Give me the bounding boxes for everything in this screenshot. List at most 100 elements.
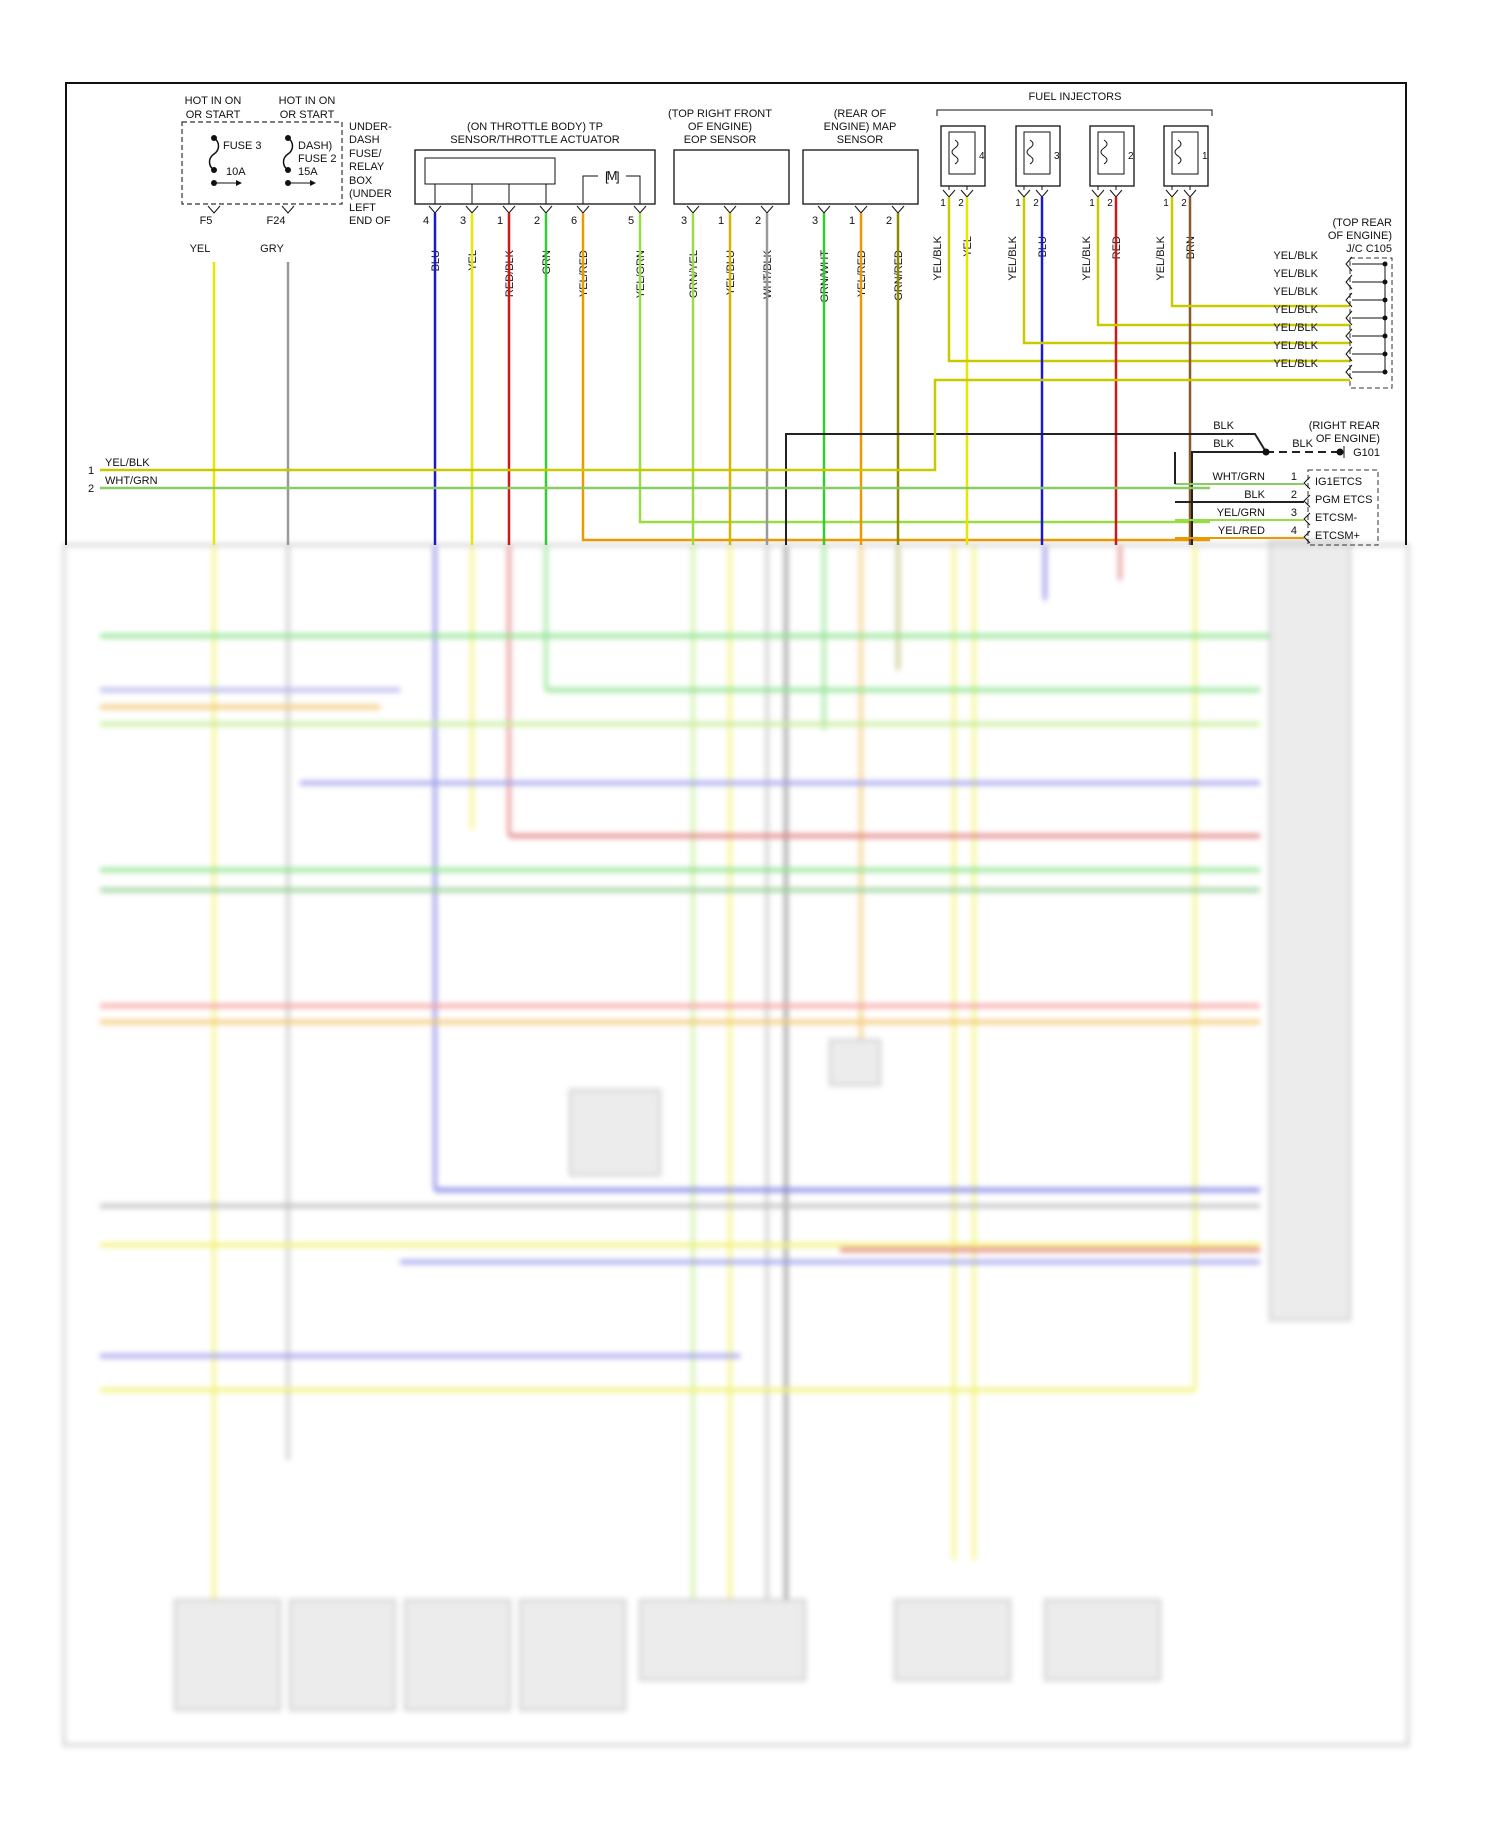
map-pin-0: 3	[812, 215, 818, 227]
etcs-label-0: IG1ETCS	[1315, 476, 1362, 488]
etcs-pin-3: 4	[1291, 525, 1297, 537]
map-title-2: ENGINE) MAP	[824, 121, 897, 133]
fuse-box-desc-7: END OF	[349, 215, 391, 227]
injector-1-pin-2: 2	[1033, 198, 1039, 209]
map-title-1: (REAR OF	[834, 108, 887, 120]
eop-title-1: (TOP RIGHT FRONT	[668, 108, 772, 120]
tp-pin-1: 3	[460, 215, 466, 227]
injector-coil-icon-2	[1100, 139, 1108, 165]
tp-pin-0: 4	[423, 215, 429, 227]
injector-0	[940, 125, 986, 187]
injector-0-wire-a	[947, 197, 1350, 363]
tp-motor-symbol: M	[607, 168, 618, 183]
fuse-box-desc-3: RELAY	[349, 161, 385, 173]
tp-wire-4	[581, 213, 1210, 542]
fuse-box-desc-1: DASH	[349, 134, 380, 146]
jc-wire-label-0: YEL/BLK	[1273, 250, 1318, 262]
eop-pin-1: 1	[718, 215, 724, 227]
svg-text:]: ]	[616, 169, 620, 184]
left-wires: 1 YEL/BLK 2 WHT/GRN	[88, 378, 1350, 495]
eop-pin-2: 2	[755, 215, 761, 227]
injector-number-1: 3	[1054, 151, 1060, 162]
g101-wire-blk-1: BLK	[1213, 420, 1234, 432]
fuse-box: HOT IN ON OR START HOT IN ON OR START FU…	[181, 95, 392, 545]
etcs-label-1: PGM ETCS	[1315, 494, 1372, 506]
fuse-hot-label-1a: HOT IN ON	[185, 95, 242, 107]
jc-title-3: J/C C105	[1346, 243, 1392, 255]
injector-coil-icon-3	[1174, 139, 1182, 165]
etcs-pin-2: 3	[1291, 507, 1297, 519]
jc-wire-label-4: YEL/BLK	[1273, 322, 1318, 334]
diagram-frame	[65, 82, 1407, 545]
injector-2-pin-1: 1	[1089, 198, 1095, 209]
fuse-pin-f5: F5	[200, 215, 213, 227]
fuse-box-desc-2: FUSE/	[349, 148, 382, 160]
fuse-pin-f24: F24	[267, 215, 286, 227]
jc-wire-label-6: YEL/BLK	[1273, 358, 1318, 370]
fuse-box-desc-4: BOX	[349, 175, 373, 187]
fuse-hot-label-1b: OR START	[186, 109, 241, 121]
fuse-2-paren: DASH)	[298, 140, 332, 152]
etcs-label-2: ETCSM-	[1315, 512, 1358, 524]
jc-wire-label-2: YEL/BLK	[1273, 286, 1318, 298]
injector-2-wire-label-a: YEL/BLK	[1081, 235, 1093, 280]
injector-number-2: 2	[1128, 151, 1134, 162]
tp-pin-3: 2	[534, 215, 540, 227]
injector-coil-icon-1	[1026, 139, 1034, 165]
map-title-3: SENSOR	[837, 134, 884, 146]
eop-sensor: (TOP RIGHT FRONT OF ENGINE) EOP SENSOR 3…	[668, 108, 790, 545]
injectors-title: FUEL INJECTORS	[1029, 91, 1122, 103]
tp-pin-4: 6	[571, 215, 577, 227]
injector-0-pin-1: 1	[940, 198, 946, 209]
fuse-hot-label-2a: HOT IN ON	[279, 95, 336, 107]
etcs-pin-0: 1	[1291, 471, 1297, 483]
injector-coil-icon-0	[951, 139, 959, 165]
map-pin-2: 2	[886, 215, 892, 227]
fuse-2-rating: 15A	[298, 166, 318, 178]
fuse-3-label: FUSE 3	[223, 140, 262, 152]
injector-1-wire-a	[1022, 197, 1350, 345]
injector-number-3: 1	[1202, 151, 1208, 162]
injector-0-pin-2: 2	[958, 198, 964, 209]
fuse-wire-yel: YEL	[190, 243, 211, 255]
injector-3-pin-2: 2	[1181, 198, 1187, 209]
junction-c105: (TOP REAR OF ENGINE) J/C C105 YEL/BLK YEL…	[1273, 217, 1393, 389]
g101-wire-blk-3: BLK	[1292, 438, 1313, 450]
ground-g101: (RIGHT REAR OF ENGINE) G101 BLK BLK BLK	[785, 420, 1380, 545]
wire-yel-blk-left	[100, 378, 1350, 472]
left-wire-num-2: 2	[88, 483, 94, 495]
jc-wire-label-5: YEL/BLK	[1273, 340, 1318, 352]
tp-sensor: (ON THROTTLE BODY) TP SENSOR/THROTTLE AC…	[414, 121, 1210, 545]
fuse-box-desc-6: LEFT	[349, 202, 376, 214]
jc-wire-label-3: YEL/BLK	[1273, 304, 1318, 316]
etcs-wire-label-2: YEL/GRN	[1217, 507, 1265, 519]
jc-title-1: (TOP REAR	[1333, 217, 1393, 229]
left-wire-label-2: WHT/GRN	[105, 475, 158, 487]
injector-2-wire-a	[1096, 197, 1350, 327]
eop-title-2: OF ENGINE)	[688, 121, 752, 133]
left-wire-num-1: 1	[88, 465, 94, 477]
tp-sensor-title-2: SENSOR/THROTTLE ACTUATOR	[450, 134, 620, 146]
fuse-wire-gry: GRY	[260, 243, 284, 255]
injector-0-wire-label-a: YEL/BLK	[932, 235, 944, 280]
svg-text:[: [	[605, 169, 609, 184]
eop-title-3: EOP SENSOR	[684, 134, 757, 146]
injector-2-pin-2: 2	[1107, 198, 1113, 209]
jc-title-2: OF ENGINE)	[1328, 230, 1392, 242]
injector-3	[1163, 125, 1209, 187]
tp-sensor-title-1: (ON THROTTLE BODY) TP	[467, 121, 603, 133]
fuse-3-rating: 10A	[226, 166, 246, 178]
injector-3-wire-label-a: YEL/BLK	[1155, 235, 1167, 280]
g101-wire-blk-2: BLK	[1213, 438, 1234, 450]
g101-title-1: (RIGHT REAR	[1309, 420, 1380, 432]
tp-pin-5: 5	[628, 215, 634, 227]
blurred-lower-diagram	[62, 539, 1410, 1747]
injector-1-pin-1: 1	[1015, 198, 1021, 209]
fuse-2-label: FUSE 2	[298, 153, 337, 165]
g101-title-2: OF ENGINE)	[1316, 433, 1380, 445]
jc-wire-label-1: YEL/BLK	[1273, 268, 1318, 280]
injector-1-wire-label-a: YEL/BLK	[1007, 235, 1019, 280]
etcs-wire-label-0: WHT/GRN	[1212, 471, 1265, 483]
left-wire-label-1: YEL/BLK	[105, 457, 150, 469]
